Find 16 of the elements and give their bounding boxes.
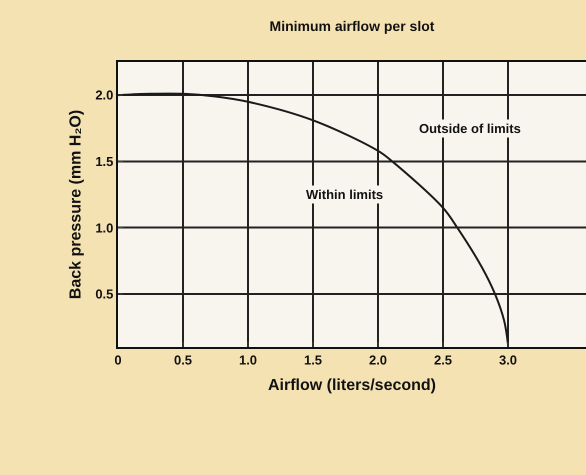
x-tick-label: 1.0 <box>238 352 258 368</box>
x-tick-label: 0 <box>114 352 122 368</box>
y-tick-label: 0.5 <box>95 286 114 302</box>
x-tick-label: 3.0 <box>498 352 518 368</box>
y-axis-title: Back pressure (mm H₂O) <box>68 110 85 300</box>
annotation: Within limits <box>306 187 384 202</box>
annotation: Outside of limits <box>419 121 521 136</box>
y-tick-label: 2.0 <box>95 88 114 103</box>
x-tick-label: 2.5 <box>434 352 452 368</box>
x-tick-label: 1.5 <box>304 352 322 368</box>
y-tick-label: 1.5 <box>95 154 114 169</box>
chart-title: Minimum airflow per slot <box>270 18 435 34</box>
x-tick-label: 2.0 <box>368 352 388 368</box>
x-tick-label: 0.5 <box>174 352 192 368</box>
x-axis-title: Airflow (liters/second) <box>268 376 436 394</box>
y-tick-label: 1.0 <box>95 220 114 236</box>
